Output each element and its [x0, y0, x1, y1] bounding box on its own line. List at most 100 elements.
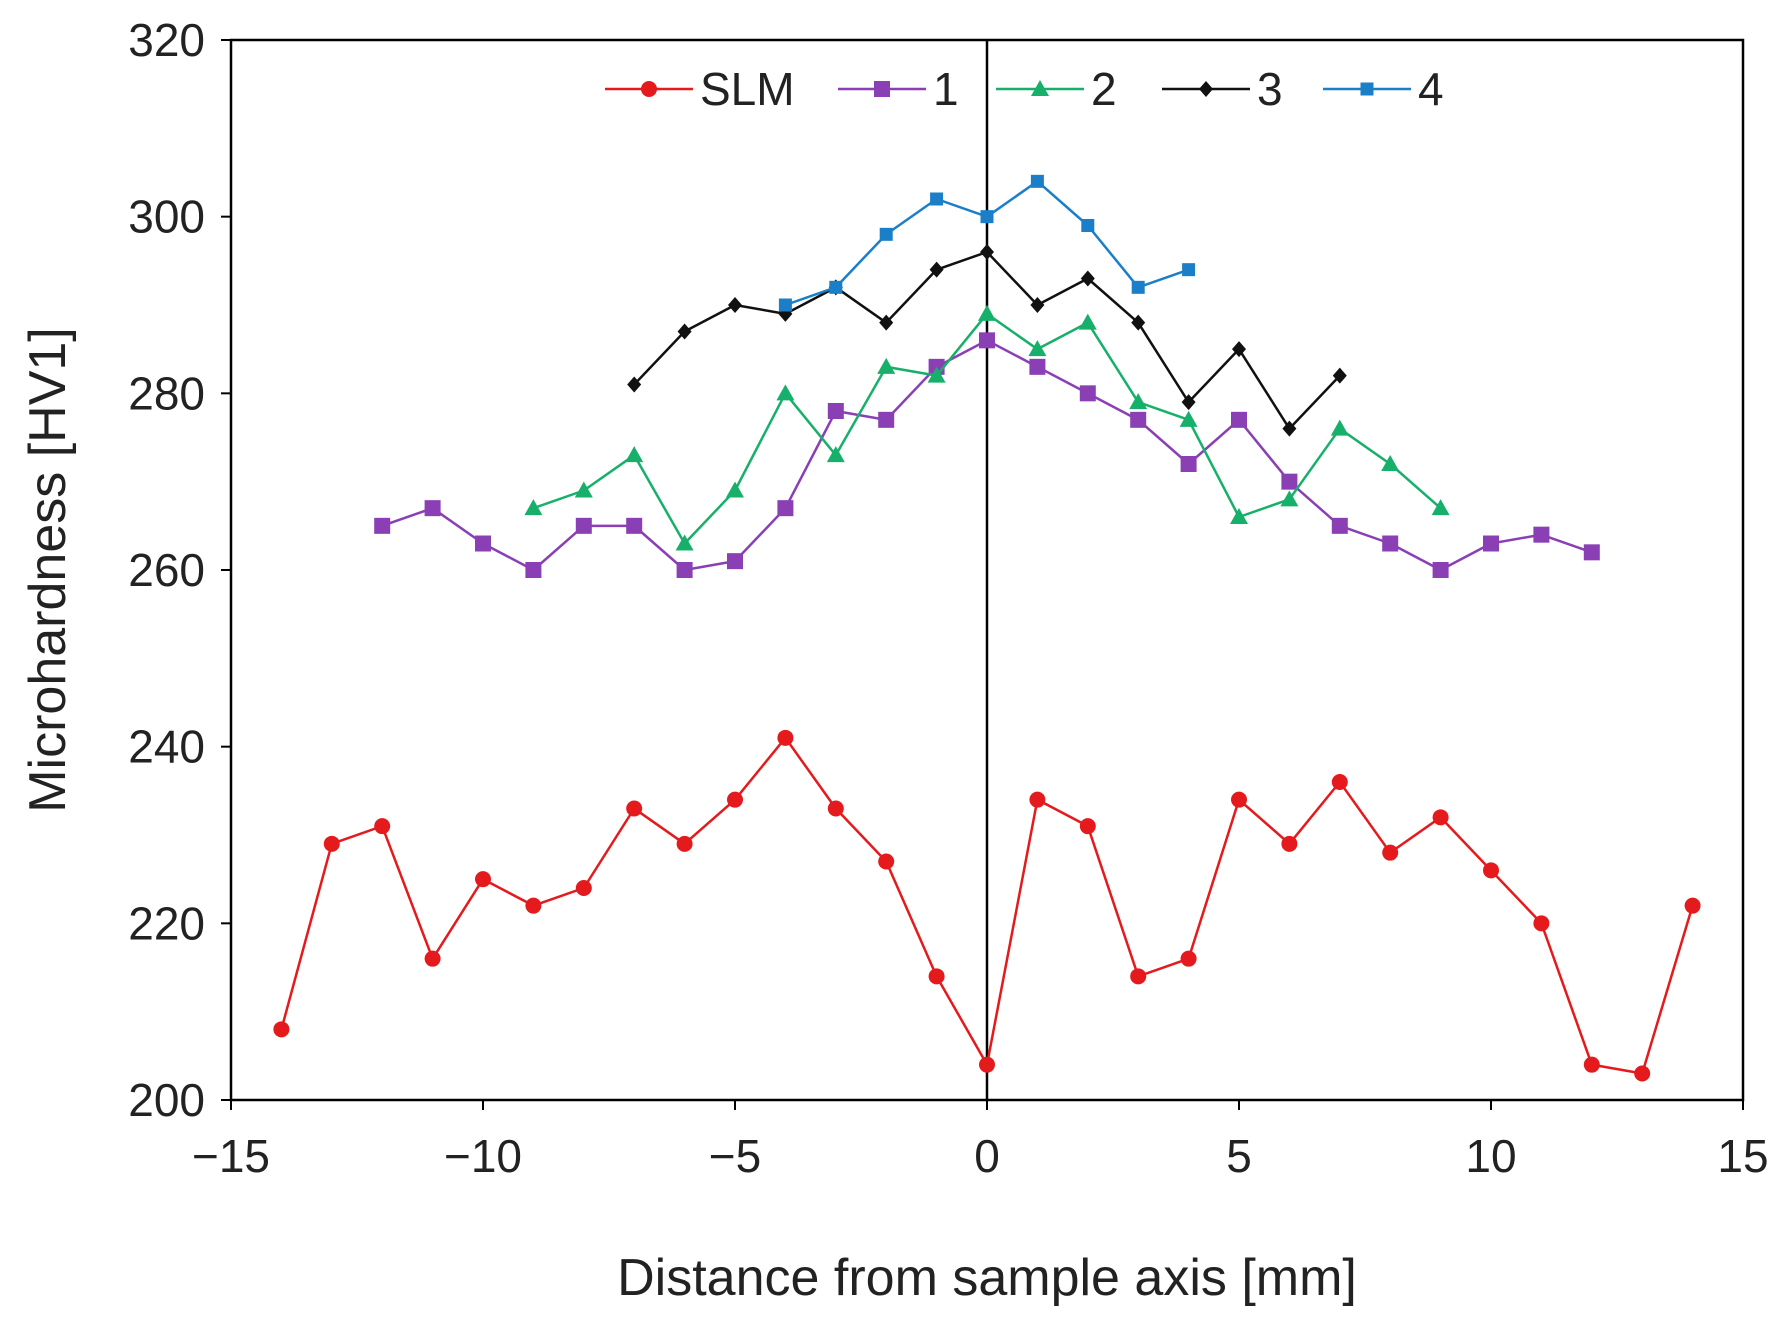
- data-point-series-1: [626, 517, 643, 534]
- data-point-series-1: [1130, 411, 1147, 428]
- y-tick-label: 300: [128, 191, 205, 243]
- data-point-series-3: [1131, 314, 1146, 331]
- data-point-series-3: [1080, 270, 1095, 287]
- data-point-series-2: [1280, 490, 1299, 507]
- data-point-series-3: [677, 323, 692, 340]
- data-point-series-1: [1432, 562, 1449, 578]
- data-point-series-0: [979, 1056, 995, 1073]
- data-point-series-2: [978, 304, 996, 321]
- data-point-series-2: [776, 384, 795, 401]
- data-point-series-1: [827, 403, 844, 419]
- data-point-series-0: [626, 800, 643, 817]
- data-point-series-1: [374, 517, 391, 534]
- data-point-series-0: [1331, 774, 1348, 790]
- y-tick-label: 240: [128, 721, 205, 773]
- data-point-series-1: [1079, 385, 1096, 402]
- data-point-series-0: [1533, 915, 1550, 932]
- data-point-series-0: [1281, 835, 1298, 852]
- data-point-series-0: [1634, 1065, 1651, 1082]
- legend-marker-2: [1031, 80, 1049, 96]
- data-point-series-4: [879, 227, 893, 241]
- legend-label-2: 2: [1091, 63, 1117, 115]
- data-point-series-3: [1181, 394, 1196, 411]
- y-tick-label: 220: [128, 897, 205, 949]
- data-point-series-1: [1533, 526, 1550, 543]
- legend-marker-3: [1199, 81, 1213, 97]
- data-point-series-0: [1079, 818, 1096, 835]
- data-point-series-1: [1281, 473, 1298, 490]
- data-point-series-0: [1231, 791, 1247, 808]
- legend-label-4: 4: [1418, 63, 1444, 115]
- data-point-series-1: [1029, 358, 1046, 375]
- data-point-series-0: [374, 818, 391, 835]
- data-point-series-3: [929, 261, 944, 278]
- data-point-series-1: [979, 332, 995, 349]
- data-point-series-3: [980, 244, 994, 260]
- data-point-series-2: [1330, 419, 1349, 436]
- data-point-series-2: [675, 534, 694, 551]
- y-tick-label: 320: [128, 14, 205, 66]
- data-point-series-3: [879, 314, 894, 331]
- x-tick-label: 10: [1465, 1130, 1516, 1182]
- data-point-series-2: [1078, 313, 1097, 330]
- data-point-series-1: [727, 553, 743, 570]
- legend-label-1: 1: [933, 63, 959, 115]
- data-point-series-1: [878, 411, 895, 428]
- legend: SLM 1 2 3 4: [605, 63, 1444, 115]
- data-point-series-1: [424, 500, 441, 517]
- data-point-series-1: [676, 562, 693, 578]
- x-axis-title: Distance from sample axis [mm]: [617, 1249, 1357, 1307]
- data-point-series-0: [525, 897, 542, 914]
- data-point-series-0: [777, 729, 794, 746]
- y-tick-label: 200: [128, 1074, 205, 1126]
- data-point-series-2: [1028, 340, 1047, 357]
- legend-marker-4: [1360, 82, 1374, 96]
- data-point-series-4: [1081, 219, 1095, 232]
- data-point-series-1: [1382, 535, 1399, 552]
- data-point-series-3: [1282, 420, 1297, 437]
- data-point-series-0: [727, 791, 743, 808]
- data-point-series-0: [1483, 862, 1499, 879]
- y-tick-label: 280: [128, 367, 205, 419]
- data-point-series-3: [1232, 341, 1246, 358]
- data-point-series-3: [1332, 367, 1347, 384]
- data-point-series-3: [728, 297, 742, 313]
- data-point-series-2: [574, 481, 593, 498]
- data-point-series-2: [826, 446, 845, 463]
- data-point-series-4: [829, 280, 843, 294]
- data-point-series-2: [1431, 499, 1450, 516]
- data-point-series-0: [575, 880, 592, 896]
- data-point-series-1: [525, 562, 542, 578]
- data-point-series-0: [928, 968, 945, 985]
- data-point-series-1: [475, 535, 491, 552]
- data-point-series-3: [627, 376, 642, 393]
- data-point-series-0: [1583, 1056, 1600, 1073]
- axis-ticks: −15 −10 −5 0 5 10 15 200 220 240 260 280 300 320: [128, 14, 1768, 1182]
- legend-label-0: SLM: [700, 63, 795, 115]
- data-point-series-1: [1180, 456, 1197, 472]
- x-tick-label: 0: [974, 1130, 1000, 1182]
- data-point-series-2: [1381, 455, 1400, 471]
- data-point-series-0: [878, 853, 895, 870]
- data-point-series-0: [1382, 844, 1399, 861]
- data-point-series-2: [1129, 393, 1148, 410]
- x-tick-label: 15: [1717, 1130, 1768, 1182]
- legend-marker-1: [874, 81, 890, 97]
- data-point-series-4: [1030, 174, 1044, 188]
- data-point-series-4: [980, 210, 994, 224]
- data-point-series-0: [1029, 791, 1046, 808]
- data-point-series-2: [1179, 410, 1198, 427]
- data-point-series-0: [424, 950, 441, 967]
- data-point-series-1: [1331, 517, 1348, 534]
- plot-marks: [273, 40, 1701, 1100]
- data-point-series-4: [778, 298, 792, 312]
- data-point-series-0: [273, 1021, 290, 1038]
- legend-label-3: 3: [1257, 63, 1283, 115]
- data-point-series-2: [726, 481, 744, 498]
- data-point-series-4: [930, 192, 944, 206]
- data-point-series-2: [927, 366, 946, 383]
- x-tick-label: −10: [444, 1130, 522, 1182]
- data-point-series-0: [827, 800, 844, 817]
